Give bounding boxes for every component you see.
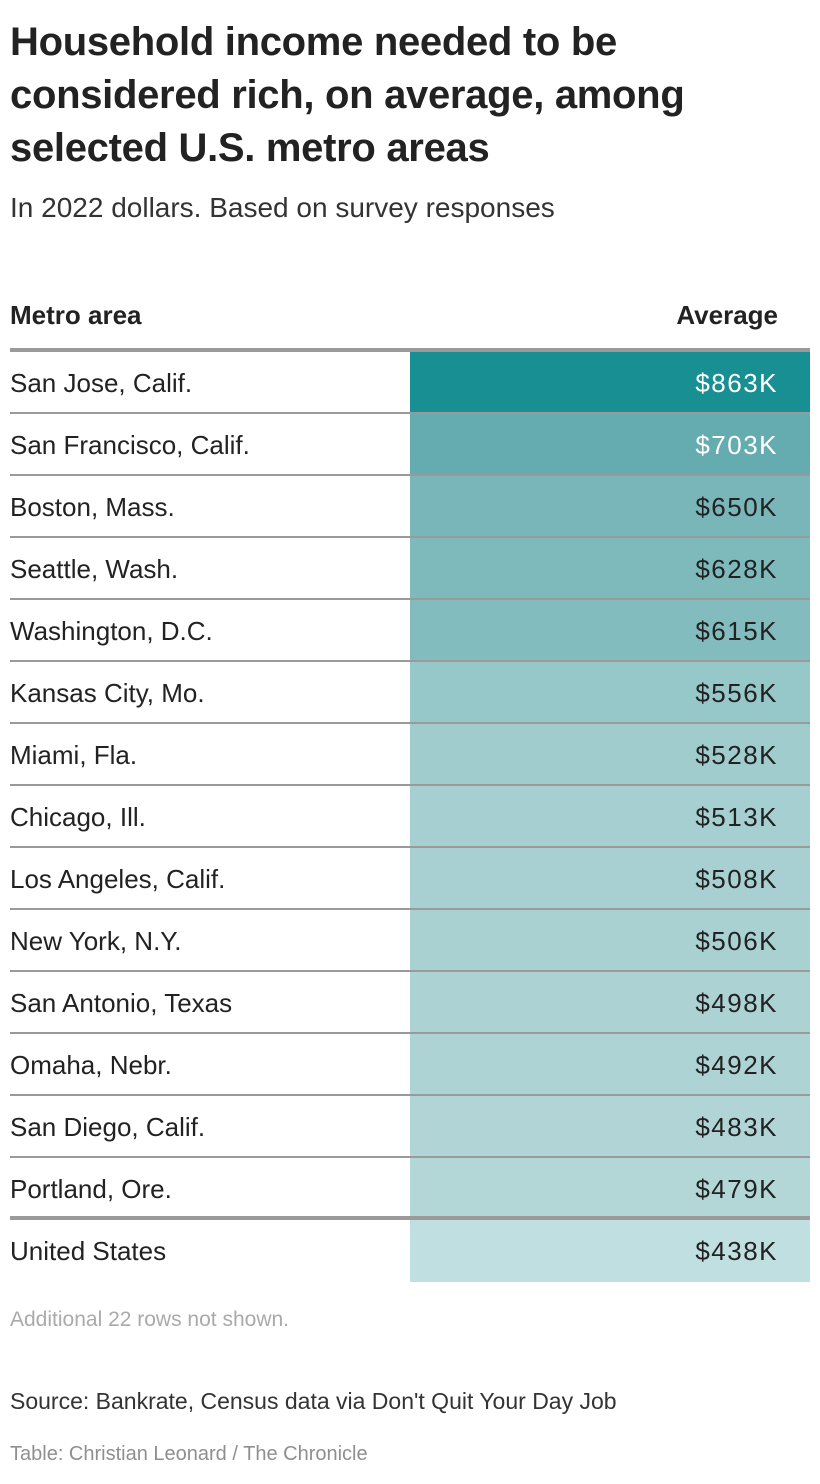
table-row: San Jose, Calif. $863K	[10, 352, 810, 414]
table-row: San Diego, Calif. $483K	[10, 1096, 810, 1158]
average-cell: $479K	[410, 1158, 810, 1216]
average-cell: $513K	[410, 786, 810, 846]
table-row: Seattle, Wash. $628K	[10, 538, 810, 600]
average-cell: $498K	[410, 972, 810, 1032]
metro-cell: Kansas City, Mo.	[10, 678, 205, 708]
table-row: New York, N.Y. $506K	[10, 910, 810, 972]
average-cell: $508K	[410, 848, 810, 908]
metro-cell: Omaha, Nebr.	[10, 1050, 172, 1080]
credit-line: Table: Christian Leonard / The Chronicle	[10, 1443, 368, 1465]
column-header-metro[interactable]: Metro area	[10, 300, 142, 330]
table-row: Los Angeles, Calif. $508K	[10, 848, 810, 910]
metro-cell: Portland, Ore.	[10, 1174, 172, 1204]
metro-cell: Miami, Fla.	[10, 740, 138, 770]
table-row: Omaha, Nebr. $492K	[10, 1034, 810, 1096]
average-cell: $863K	[410, 352, 810, 412]
metro-cell: San Jose, Calif.	[10, 368, 193, 398]
average-cell: $438K	[410, 1220, 810, 1282]
average-cell: $703K	[410, 414, 810, 474]
average-cell: $650K	[410, 476, 810, 536]
metro-cell: Washington, D.C.	[10, 616, 213, 646]
rows-hidden-note: Additional 22 rows not shown.	[10, 1308, 289, 1331]
source-note: Source: Bankrate, Census data via Don't …	[10, 1388, 617, 1414]
table-row-total: United States $438K	[10, 1220, 810, 1282]
table-row: San Antonio, Texas $498K	[10, 972, 810, 1034]
chart-title: Household income needed to be considered…	[10, 20, 685, 170]
table-row: Portland, Ore. $479K	[10, 1158, 810, 1220]
metro-cell: Boston, Mass.	[10, 492, 175, 522]
metro-cell: San Diego, Calif.	[10, 1112, 206, 1142]
metro-cell: San Francisco, Calif.	[10, 430, 250, 460]
table-header: Metro area Average	[10, 296, 810, 352]
average-cell: $528K	[410, 724, 810, 784]
average-cell: $615K	[410, 600, 810, 660]
column-header-average[interactable]: Average	[676, 300, 778, 330]
metro-cell: Los Angeles, Calif.	[10, 864, 226, 894]
income-table: Metro area Average San Jose, Calif. $863K…	[10, 296, 810, 1282]
table-row: Kansas City, Mo. $556K	[10, 662, 810, 724]
metro-cell: Chicago, Ill.	[10, 802, 146, 832]
metro-cell: Seattle, Wash.	[10, 554, 179, 584]
metro-cell: United States	[10, 1236, 167, 1266]
table-row: San Francisco, Calif. $703K	[10, 414, 810, 476]
average-cell: $556K	[410, 662, 810, 722]
metro-cell: San Antonio, Texas	[10, 988, 233, 1018]
table-row: Washington, D.C. $615K	[10, 600, 810, 662]
average-cell: $483K	[410, 1096, 810, 1156]
table-row: Miami, Fla. $528K	[10, 724, 810, 786]
table-row: Boston, Mass. $650K	[10, 476, 810, 538]
average-cell: $506K	[410, 910, 810, 970]
table-row: Chicago, Ill. $513K	[10, 786, 810, 848]
metro-cell: New York, N.Y.	[10, 926, 182, 956]
chart-subtitle: In 2022 dollars. Based on survey respons…	[10, 192, 555, 223]
table-body: San Jose, Calif. $863K San Francisco, Cali…	[10, 352, 810, 1220]
average-cell: $492K	[410, 1034, 810, 1094]
average-cell: $628K	[410, 538, 810, 598]
